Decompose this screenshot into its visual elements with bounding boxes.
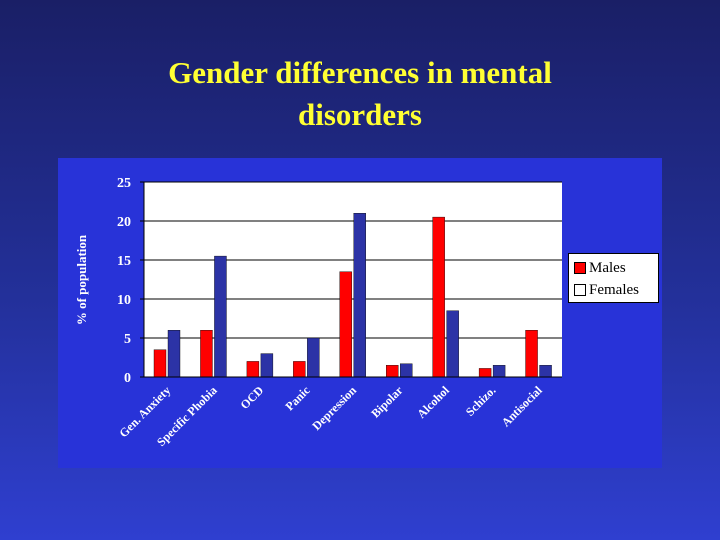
legend-item-females: Females [574, 280, 639, 300]
bar-females [400, 363, 413, 378]
legend-swatch-females [574, 283, 586, 296]
bar-females [539, 365, 552, 378]
legend-label-males: Males [589, 260, 626, 276]
bar-females [260, 353, 274, 378]
x-category-label: Antisocial [499, 383, 546, 430]
x-category-label: Panic [283, 383, 314, 414]
bar-males [478, 368, 492, 378]
y-tick-label: 15 [117, 254, 131, 269]
y-tick-label: 25 [117, 176, 131, 191]
title-line-1: Gender differences in mental [168, 55, 552, 90]
y-axis-label: % of population [74, 234, 89, 325]
bar-females [353, 212, 366, 378]
y-tick-label: 10 [117, 293, 131, 308]
x-category-label: Depression [309, 383, 359, 433]
slide-title: Gender differences in mental disorders [0, 52, 720, 136]
y-tick-label: 5 [124, 332, 131, 347]
x-category-label: Alcohol [414, 383, 452, 421]
bar-males [200, 330, 213, 378]
legend-swatch-males [574, 261, 586, 274]
plot-area [144, 182, 562, 377]
x-category-label: Schizo. [463, 383, 499, 419]
x-category-label: OCD [237, 383, 266, 412]
bar-females [214, 255, 227, 378]
title-line-2: disorders [298, 97, 422, 132]
bar-males [432, 216, 445, 378]
y-tick-label: 20 [117, 215, 131, 230]
chart-legend: Males Females [568, 253, 659, 303]
legend-label-females: Females [589, 282, 639, 298]
bar-males [525, 330, 538, 378]
bar-females [492, 365, 506, 378]
bar-males [153, 349, 167, 378]
bar-females [446, 310, 459, 378]
bar-males [339, 271, 352, 378]
bar-males [386, 365, 399, 378]
bar-males [293, 361, 306, 378]
x-category-label: Bipolar [368, 383, 406, 421]
bar-females [307, 337, 320, 378]
bar-males [246, 361, 260, 378]
y-tick-label: 0 [124, 371, 131, 386]
legend-item-males: Males [574, 258, 626, 278]
bar-females [167, 330, 181, 378]
